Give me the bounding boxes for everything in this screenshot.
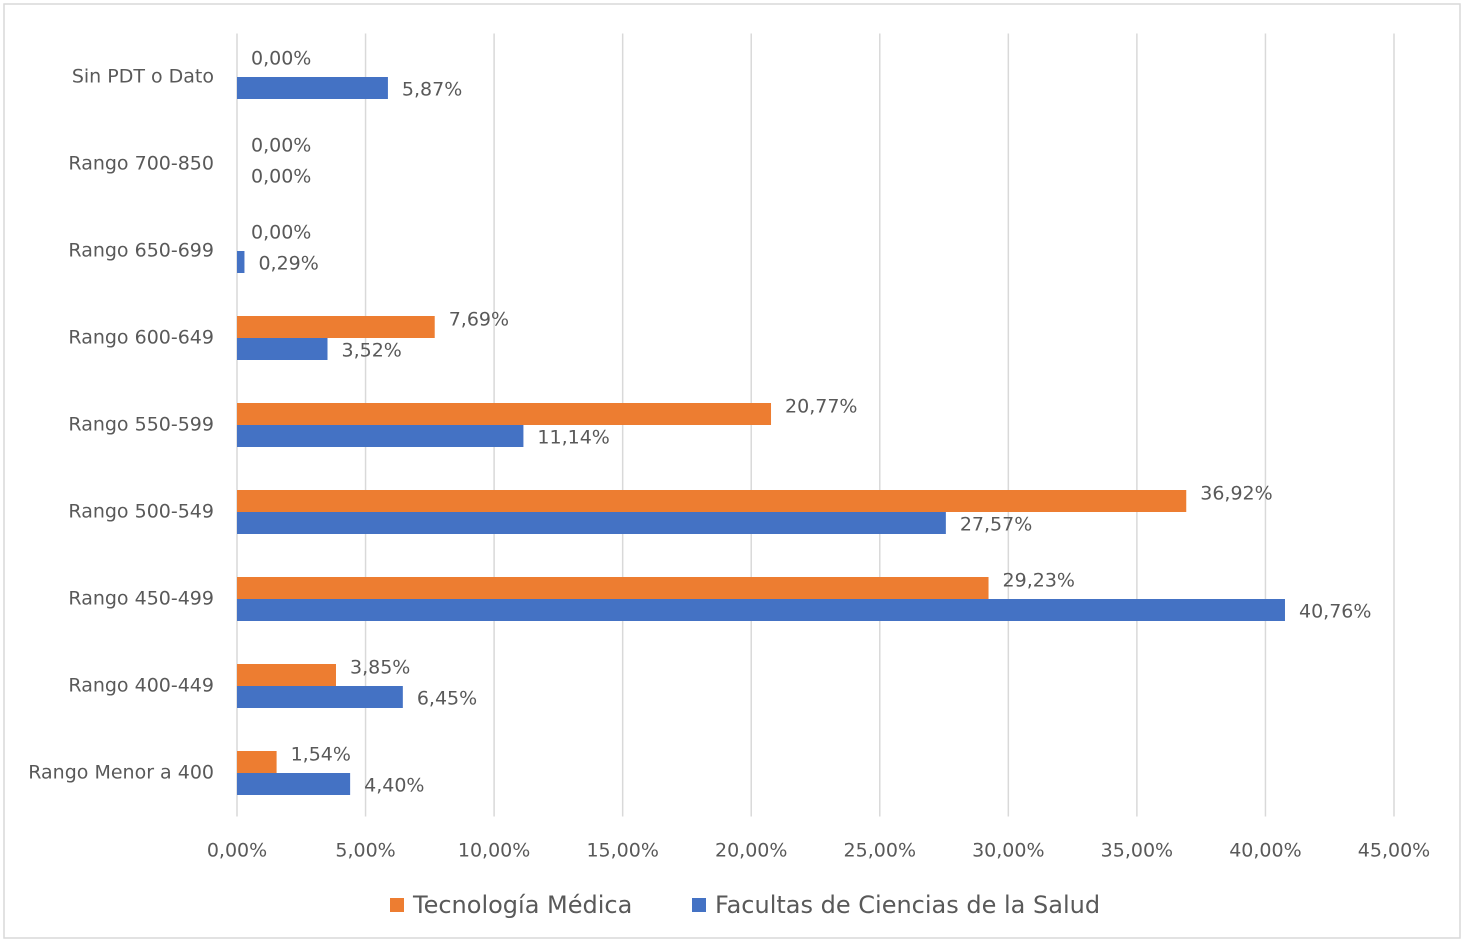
data-label: 11,14% — [537, 427, 609, 449]
bar — [237, 512, 946, 534]
data-label: 1,54% — [291, 744, 351, 766]
data-label: 0,00% — [251, 135, 311, 157]
bar — [237, 599, 1285, 621]
bar — [237, 77, 388, 99]
legend-label: Tecnología Médica — [412, 891, 632, 919]
x-tick-label: 35,00% — [1101, 840, 1173, 862]
x-tick-label: 0,00% — [207, 840, 267, 862]
x-tick-label: 10,00% — [458, 840, 530, 862]
data-label: 6,45% — [417, 688, 477, 710]
data-label: 27,57% — [960, 514, 1032, 536]
data-label: 3,85% — [350, 657, 410, 679]
x-tick-label: 15,00% — [586, 840, 658, 862]
y-tick-label: Rango 700-850 — [68, 153, 214, 175]
data-label: 20,77% — [785, 396, 857, 418]
x-tick-label: 45,00% — [1358, 840, 1430, 862]
data-label: 40,76% — [1299, 601, 1371, 623]
legend-swatch — [692, 898, 706, 912]
x-tick-label: 20,00% — [715, 840, 787, 862]
bar — [237, 577, 989, 599]
y-tick-label: Rango 550-599 — [68, 414, 214, 436]
y-tick-label: Rango Menor a 400 — [28, 762, 214, 784]
legend-label: Facultas de Ciencias de la Salud — [715, 891, 1100, 919]
data-label: 5,87% — [402, 79, 462, 101]
data-label: 4,40% — [364, 775, 424, 797]
bar — [237, 251, 245, 273]
data-label: 0,00% — [251, 48, 311, 70]
data-label: 0,00% — [251, 166, 311, 188]
y-tick-label: Rango 500-549 — [68, 501, 214, 523]
bar — [237, 425, 524, 447]
y-tick-label: Rango 450-499 — [68, 588, 214, 610]
data-label: 0,29% — [258, 253, 318, 275]
bar — [237, 316, 435, 338]
bar — [237, 490, 1187, 512]
y-tick-label: Rango 650-699 — [68, 240, 214, 262]
x-tick-label: 25,00% — [844, 840, 916, 862]
bar — [237, 338, 328, 360]
bar — [237, 773, 351, 795]
x-tick-label: 40,00% — [1229, 840, 1301, 862]
data-label: 3,52% — [342, 340, 402, 362]
data-label: 7,69% — [449, 309, 509, 331]
bar — [237, 751, 277, 773]
y-tick-label: Rango 600-649 — [68, 327, 214, 349]
y-tick-label: Rango 400-449 — [68, 675, 214, 697]
x-tick-label: 30,00% — [972, 840, 1044, 862]
bar — [237, 664, 336, 686]
y-tick-label: Sin PDT o Dato — [72, 66, 214, 88]
x-tick-label: 5,00% — [335, 840, 395, 862]
chart-frame — [3, 3, 1461, 939]
data-label: 36,92% — [1200, 483, 1272, 505]
data-label: 29,23% — [1003, 570, 1075, 592]
bar — [237, 686, 403, 708]
legend-swatch — [390, 898, 404, 912]
data-label: 0,00% — [251, 222, 311, 244]
bar — [237, 403, 772, 425]
